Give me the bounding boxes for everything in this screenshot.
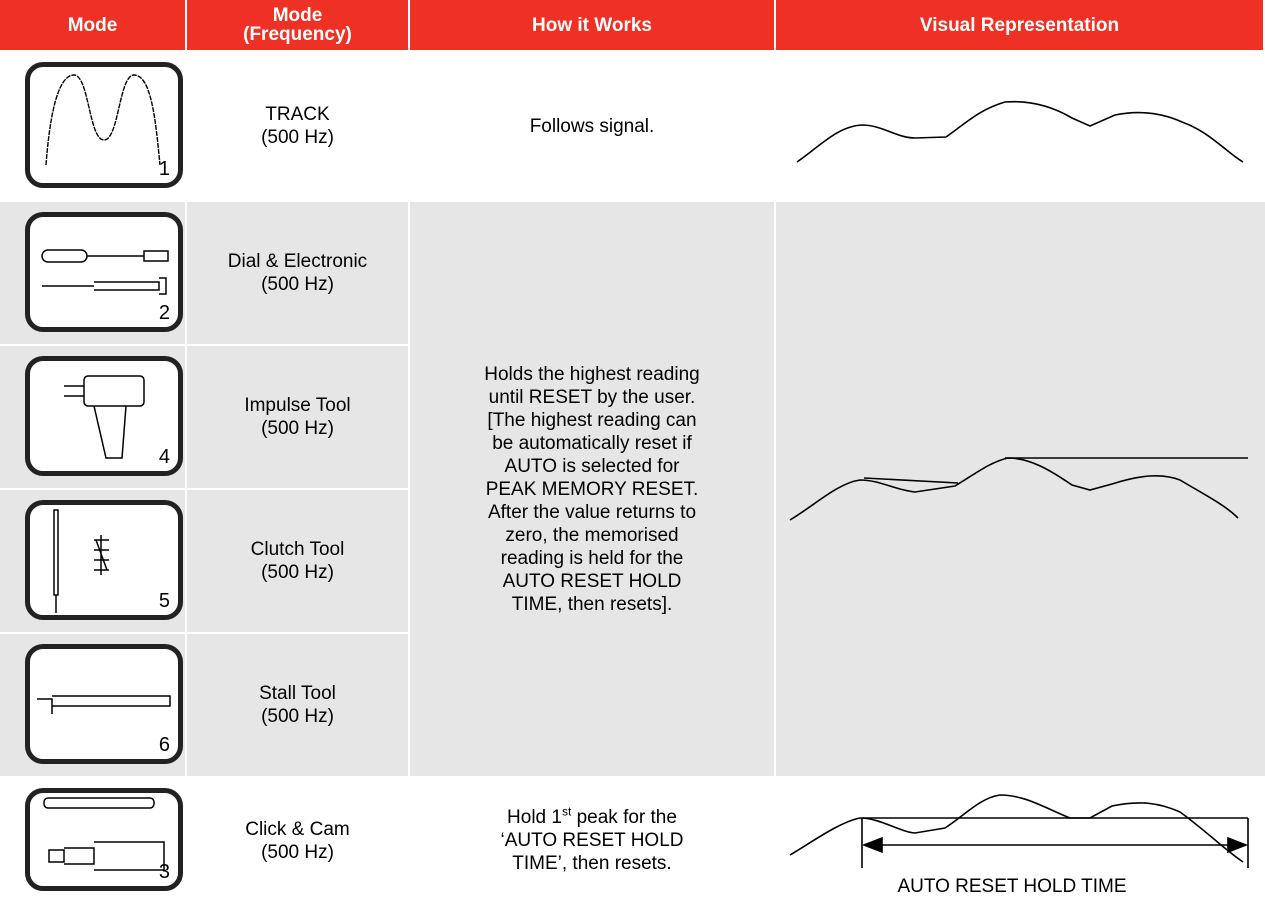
mode-number: 3	[158, 861, 170, 883]
tool-drawing	[45, 74, 161, 166]
mode-cell: 4	[0, 346, 185, 488]
mode-number: 6	[158, 734, 170, 756]
how-text-part: Hold 1	[507, 807, 562, 828]
mode-icon: 3	[25, 788, 183, 891]
visual-cell	[776, 202, 1265, 776]
how-text: until RESET by the user.	[488, 386, 696, 408]
how-text: Follows signal.	[529, 115, 655, 137]
how-text: reading is held for the	[500, 547, 684, 569]
how-cell: Hold 1st peak for the ‘AUTO RESET HOLD TIM…	[410, 778, 774, 903]
how-text: be automatically reset if	[492, 432, 692, 454]
mode-number: 1	[158, 158, 170, 180]
header-text: (Frequency)	[243, 24, 352, 45]
mode-cell: 1	[0, 52, 185, 200]
header-cell: Visual Representation	[776, 0, 1263, 50]
mode-name: Clutch Tool	[250, 539, 345, 560]
visual-cell	[776, 52, 1265, 200]
header-cell: Mode	[0, 0, 185, 50]
how-text-part: peak for the	[571, 807, 677, 828]
how-cell: Follows signal.	[410, 52, 774, 200]
how-text: PEAK MEMORY RESET.	[485, 478, 699, 500]
frequency-cell: Impulse Tool (500 Hz)	[187, 346, 408, 488]
mode-icon: 2	[25, 212, 183, 332]
frequency-cell: TRACK (500 Hz)	[187, 52, 408, 200]
frequency-cell: Clutch Tool (500 Hz)	[187, 490, 408, 632]
mode-cell: 5	[0, 490, 185, 632]
mode-name: Stall Tool	[259, 683, 336, 704]
header-text: Mode	[67, 14, 118, 36]
mode-cell: 3	[0, 778, 185, 903]
tool-drawing	[53, 509, 109, 613]
mode-cell: 2	[0, 202, 185, 344]
how-text: AUTO is selected for	[504, 455, 680, 477]
mode-icon: 5	[25, 500, 183, 620]
mode-name: Impulse Tool	[244, 395, 351, 416]
header-text: Visual Representation	[919, 14, 1120, 36]
mode-frequency: (500 Hz)	[261, 841, 334, 863]
mode-number: 5	[158, 590, 170, 612]
how-text: After the value returns to	[487, 501, 697, 523]
mode-frequency: (500 Hz)	[261, 274, 334, 295]
visual-label: AUTO RESET HOLD TIME	[897, 876, 1127, 897]
tool-drawing	[64, 375, 145, 459]
how-cell: Holds the highest reading until RESET by …	[410, 202, 774, 776]
header-cell: Mode (Frequency)	[187, 0, 408, 50]
mode-number: 4	[158, 446, 170, 468]
how-text: Holds the highest reading	[484, 363, 700, 385]
how-text: ‘AUTO RESET HOLD	[500, 830, 684, 851]
mode-frequency: (500 Hz)	[261, 418, 334, 439]
how-text: AUTO RESET HOLD	[502, 570, 682, 592]
tool-drawing	[36, 695, 171, 714]
superscript: st	[561, 804, 572, 819]
frequency-cell: Dial & Electronic (500 Hz)	[187, 202, 408, 344]
tool-drawing	[41, 249, 169, 295]
mode-name: Dial & Electronic	[227, 251, 368, 272]
header-text: Mode	[272, 5, 323, 26]
how-text: zero, the memorised	[505, 524, 679, 546]
mode-name: Click & Cam	[245, 818, 350, 840]
tool-drawing	[43, 796, 165, 871]
how-text: TIME, then resets].	[511, 593, 673, 615]
mode-icon: 6	[25, 644, 183, 764]
mode-name: TRACK	[265, 104, 330, 125]
mode-icon: 4	[25, 356, 183, 476]
frequency-cell: Click & Cam (500 Hz)	[187, 778, 408, 903]
mode-frequency: (500 Hz)	[261, 706, 334, 727]
how-text: [The highest reading can	[487, 409, 697, 431]
mode-icon: 1	[25, 62, 183, 188]
mode-cell: 6	[0, 634, 185, 776]
header-text: How it Works	[532, 14, 652, 36]
mode-number: 2	[158, 302, 170, 324]
mode-frequency: (500 Hz)	[261, 127, 334, 148]
header-cell: How it Works	[410, 0, 774, 50]
how-text: Hold 1st peak for the	[507, 806, 677, 829]
mode-frequency: (500 Hz)	[261, 562, 334, 583]
how-text: TIME’, then resets.	[512, 853, 672, 874]
frequency-cell: Stall Tool (500 Hz)	[187, 634, 408, 776]
